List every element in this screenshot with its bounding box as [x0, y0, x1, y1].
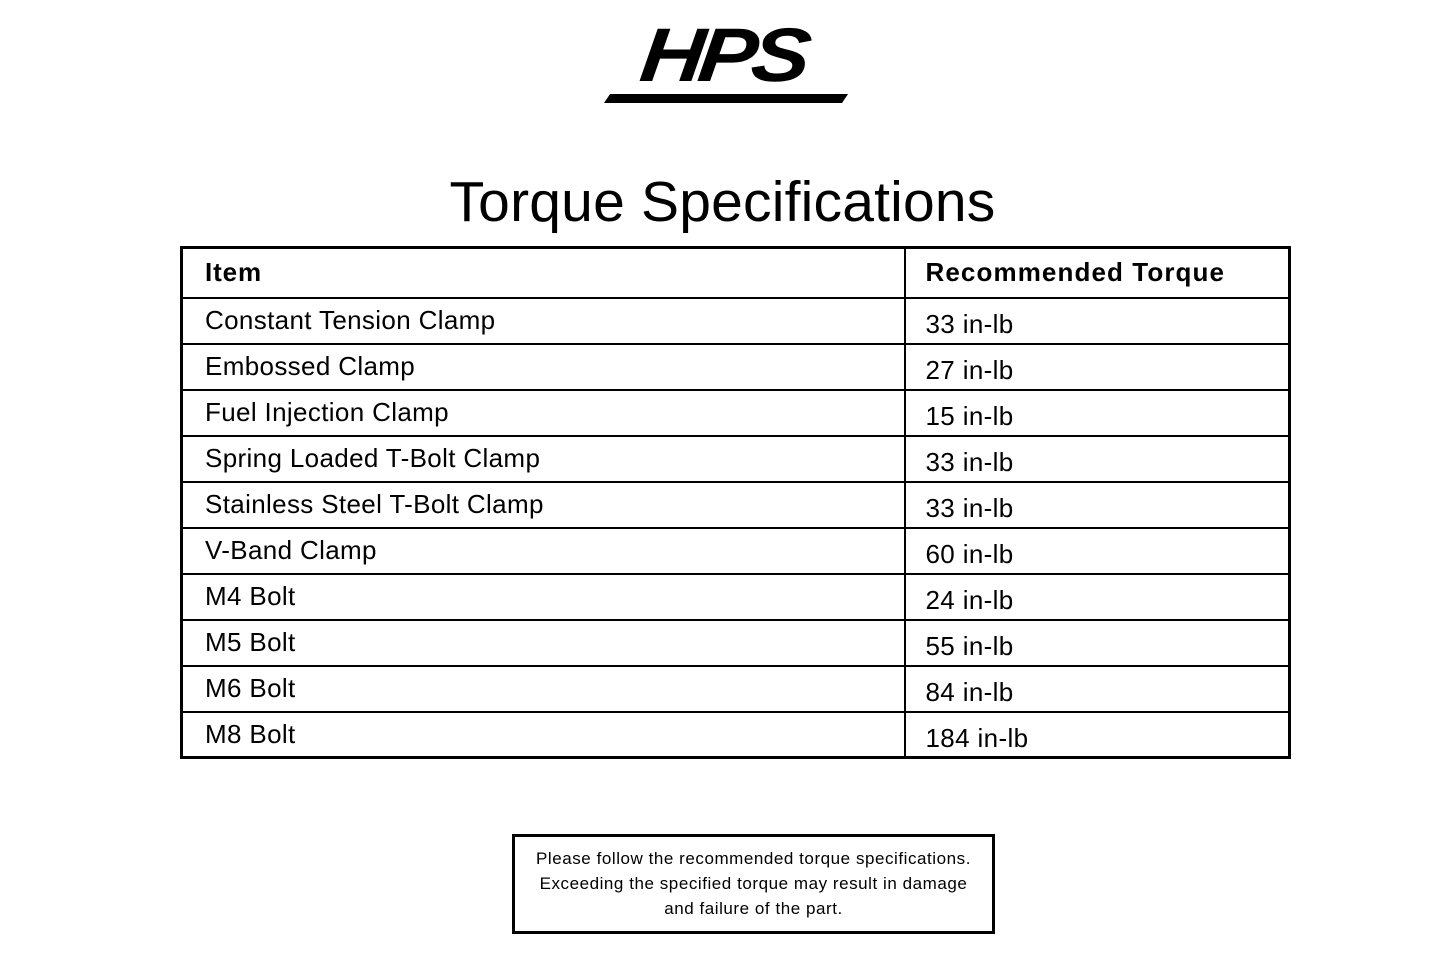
cell-torque: 60 in-lb: [903, 530, 1291, 579]
cell-item: Spring Loaded T-Bolt Clamp: [180, 434, 906, 483]
cell-item: M4 Bolt: [180, 572, 906, 621]
cell-torque: 84 in-lb: [903, 668, 1291, 717]
table-header: Item Recommended Torque: [180, 246, 1291, 299]
table-row: M8 Bolt 184 in-lb: [180, 710, 1291, 763]
table-row: Embossed Clamp 27 in-lb: [180, 342, 1291, 395]
cell-item: V-Band Clamp: [180, 526, 906, 575]
warning-note-box: Please follow the recommended torque spe…: [512, 834, 995, 934]
brand-logo: HPS: [0, 13, 1445, 116]
note-line: Please follow the recommended torque spe…: [536, 849, 971, 868]
cell-torque: 33 in-lb: [903, 438, 1291, 487]
note-line: Exceeding the specified torque may resul…: [539, 874, 968, 893]
table-row: Stainless Steel T-Bolt Clamp 33 in-lb: [180, 480, 1291, 533]
spec-table: Item Recommended Torque Constant Tension…: [180, 246, 1291, 763]
column-header-item: Item: [180, 246, 906, 299]
table-body: Constant Tension Clamp 33 in-lb Embossed…: [180, 296, 1291, 763]
hps-logo-icon: HPS: [598, 13, 848, 110]
table-row: Constant Tension Clamp 33 in-lb: [180, 296, 1291, 349]
cell-item: M8 Bolt: [180, 710, 906, 759]
cell-item: M6 Bolt: [180, 664, 906, 713]
column-header-recommended-torque: Recommended Torque: [903, 246, 1291, 299]
cell-torque: 184 in-lb: [903, 714, 1291, 763]
table-row: M5 Bolt 55 in-lb: [180, 618, 1291, 671]
table-row: Spring Loaded T-Bolt Clamp 33 in-lb: [180, 434, 1291, 487]
table-header-row: Item Recommended Torque: [180, 246, 1291, 299]
table-row: M4 Bolt 24 in-lb: [180, 572, 1291, 625]
cell-item: Constant Tension Clamp: [180, 296, 906, 345]
cell-torque: 33 in-lb: [903, 300, 1291, 349]
hps-wordmark: HPS: [635, 13, 810, 98]
cell-item: Embossed Clamp: [180, 342, 906, 391]
table-row: M6 Bolt 84 in-lb: [180, 664, 1291, 717]
cell-torque: 24 in-lb: [903, 576, 1291, 625]
cell-torque: 55 in-lb: [903, 622, 1291, 671]
page-title: Torque Specifications: [449, 170, 996, 235]
table-row: Fuel Injection Clamp 15 in-lb: [180, 388, 1291, 441]
cell-item: M5 Bolt: [180, 618, 906, 667]
cell-item: Fuel Injection Clamp: [180, 388, 906, 437]
note-line: and failure of the part.: [664, 899, 843, 918]
table-row: V-Band Clamp 60 in-lb: [180, 526, 1291, 579]
cell-torque: 15 in-lb: [903, 392, 1291, 441]
hps-logo-underline-bar: [603, 94, 848, 103]
cell-item: Stainless Steel T-Bolt Clamp: [180, 480, 906, 529]
cell-torque: 27 in-lb: [903, 346, 1291, 395]
torque-specifications-table: Item Recommended Torque Constant Tension…: [180, 246, 1291, 763]
cell-torque: 33 in-lb: [903, 484, 1291, 533]
